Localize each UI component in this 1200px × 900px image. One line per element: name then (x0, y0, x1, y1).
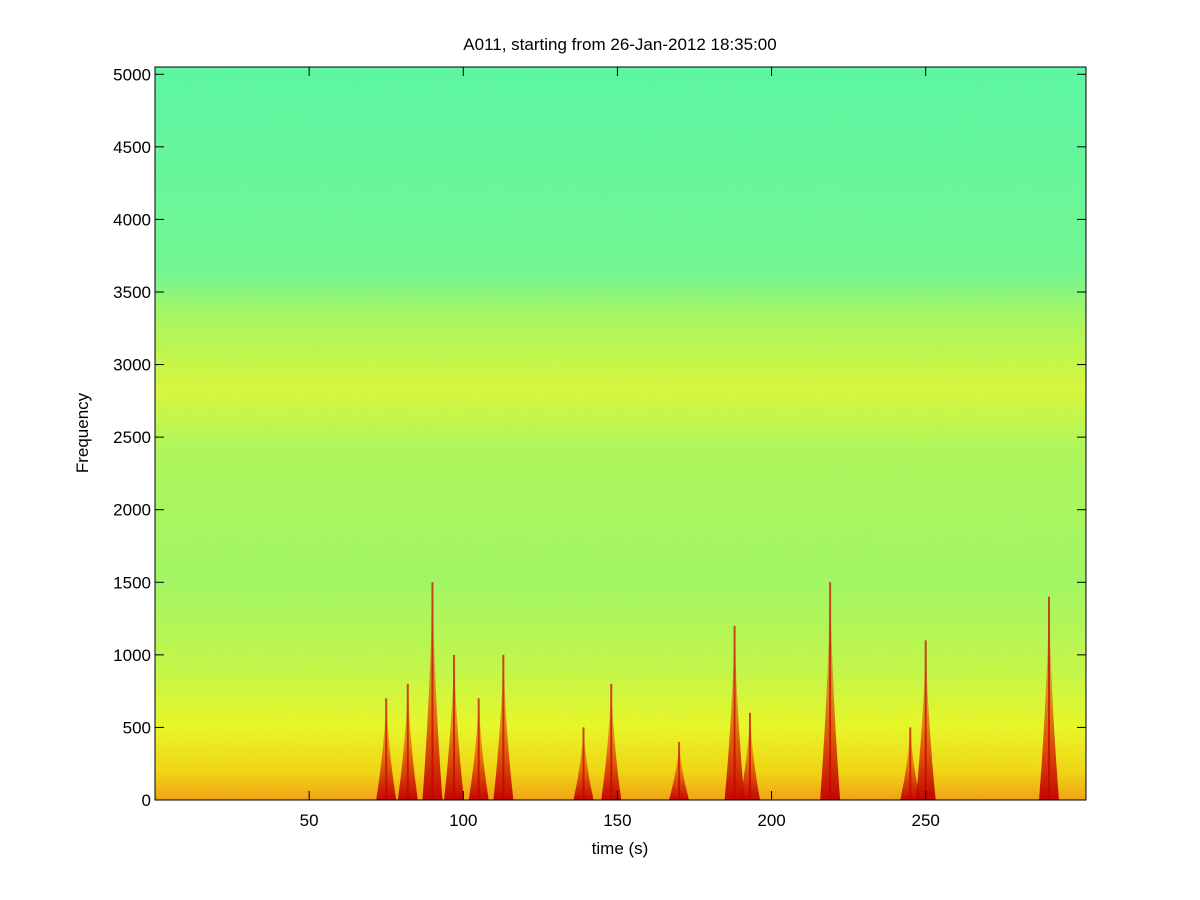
y-tick-label: 3500 (113, 283, 151, 302)
y-tick-label: 3000 (113, 356, 151, 375)
x-tick-label: 150 (603, 811, 631, 830)
axes-box (154, 66, 1087, 801)
x-tick-label: 50 (300, 811, 319, 830)
y-tick-label: 5000 (113, 65, 151, 84)
x-tick-label: 200 (757, 811, 785, 830)
noise-texture (155, 67, 1086, 800)
plot-area (376, 582, 1060, 800)
y-tick-label: 2500 (113, 428, 151, 447)
x-tick-label: 250 (912, 811, 940, 830)
y-tick-label: 0 (142, 791, 151, 810)
y-tick-label: 500 (123, 718, 151, 737)
x-axis-label: time (s) (592, 839, 649, 858)
y-tick-label: 1000 (113, 646, 151, 665)
y-axis-label: Frequency (73, 392, 92, 473)
y-tick-label: 4000 (113, 210, 151, 229)
x-tick-label: 100 (449, 811, 477, 830)
chart-title: A011, starting from 26-Jan-2012 18:35:00 (463, 35, 776, 54)
y-tick-label: 2000 (113, 501, 151, 520)
y-tick-label: 4500 (113, 138, 151, 157)
y-tick-label: 1500 (113, 573, 151, 592)
